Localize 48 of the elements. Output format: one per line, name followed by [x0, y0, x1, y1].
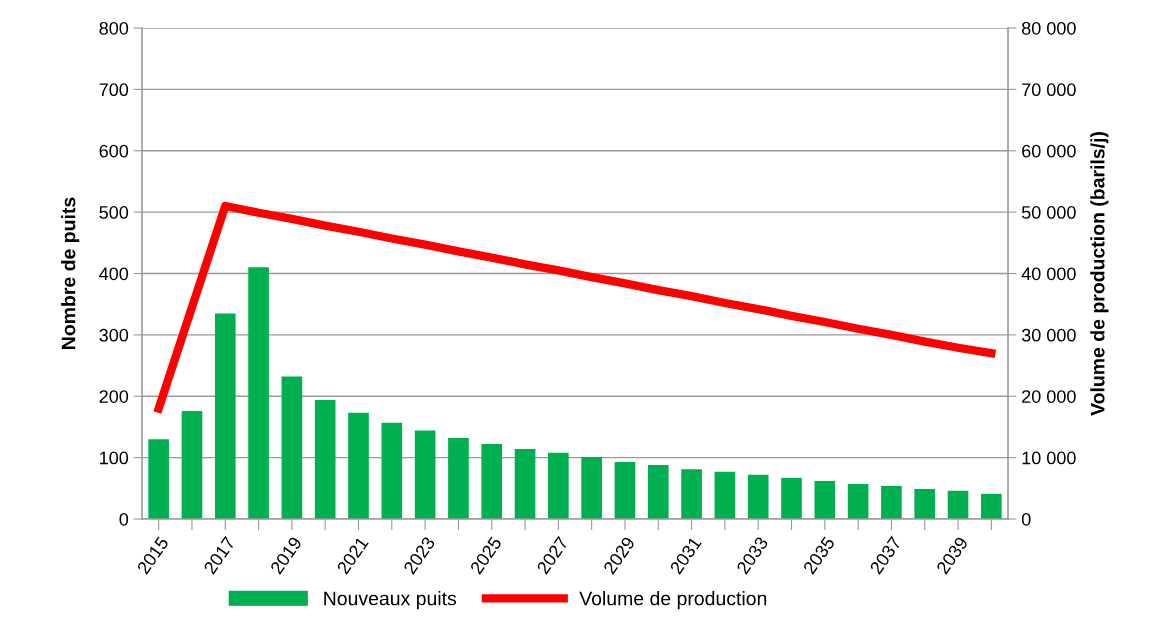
bar: [214, 313, 236, 519]
y-tick-label: 700: [99, 83, 129, 97]
bar: [814, 480, 836, 519]
y2-tick-label: 50 000: [1021, 206, 1076, 219]
bar: [381, 422, 403, 519]
bar: [514, 449, 536, 519]
y-tick-label: 600: [99, 144, 129, 158]
legend-label: Volume de production: [579, 591, 767, 610]
y2-tick-label: 20 000: [1022, 390, 1076, 403]
bar: [548, 452, 569, 519]
bar: [781, 477, 802, 519]
bar: [914, 488, 936, 519]
bar: [881, 485, 902, 519]
bar: [414, 430, 436, 519]
bar: [148, 439, 169, 519]
bar: [281, 376, 303, 519]
y-tick-label: 400: [99, 267, 129, 281]
y-tick-label: 300: [99, 328, 129, 342]
bar: [581, 457, 602, 519]
y2-tick-label: 60 000: [1022, 144, 1076, 158]
y-tick-label: 500: [99, 206, 129, 219]
y-tick-label: 800: [99, 21, 129, 35]
bar: [747, 474, 769, 519]
y-tick-label: 200: [99, 390, 129, 403]
bar: [947, 490, 969, 519]
bar: [681, 469, 702, 519]
bar: [448, 437, 469, 519]
y-tick-label: 100: [100, 451, 129, 465]
bar: [981, 493, 1002, 519]
bar: [614, 461, 636, 519]
y2-axis-title: Volume de production (barils/j): [1090, 132, 1109, 416]
bar: [847, 484, 869, 519]
y2-tick-label: 80 000: [1021, 21, 1076, 35]
bar: [348, 412, 369, 519]
bar: [181, 410, 203, 519]
y-axis-title: Nombre de puits: [61, 197, 80, 349]
bar: [481, 444, 503, 519]
bar: [714, 471, 736, 519]
y2-tick-label: 0: [1021, 512, 1031, 526]
bar: [647, 464, 669, 519]
y-tick-label: 0: [119, 512, 129, 526]
bar: [248, 267, 269, 519]
y2-tick-label: 30 000: [1021, 328, 1076, 342]
legend-label: Nouveaux puits: [324, 591, 457, 610]
y2-tick-label: 70 000: [1022, 83, 1076, 97]
bar: [314, 399, 336, 519]
y2-tick-label: 10 000: [1022, 451, 1076, 465]
y2-tick-label: 40 000: [1021, 267, 1076, 281]
